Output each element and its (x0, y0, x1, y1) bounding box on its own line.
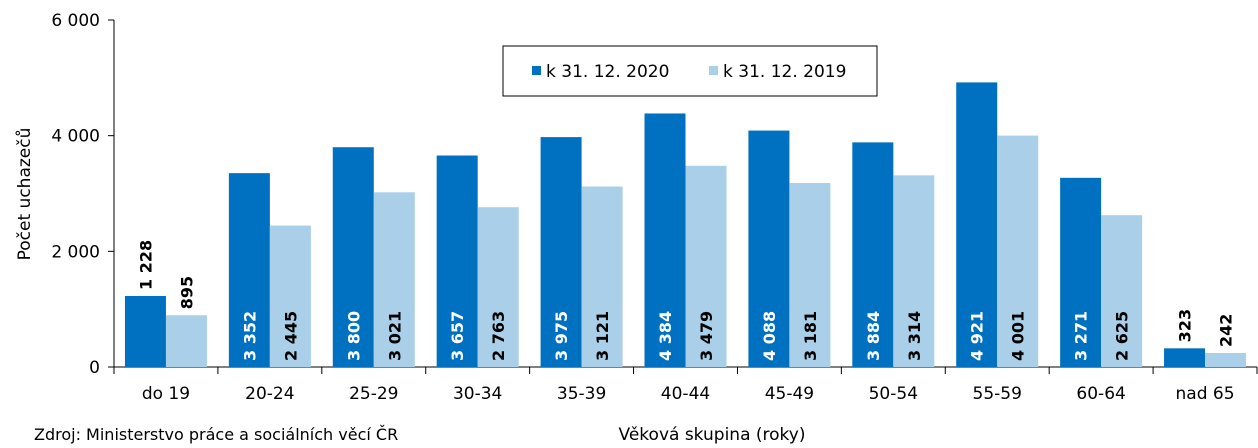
x-axis-title: Věková skupina (roky) (619, 425, 806, 445)
bar-value-label: 895 (177, 276, 196, 309)
x-tick-label: 35-39 (557, 384, 606, 404)
bar-value-label: 3 479 (697, 311, 716, 361)
y-axis-title: Počet uchazečů (15, 128, 35, 261)
y-tick-label: 6 000 (51, 11, 100, 31)
x-tick-label: 30-34 (453, 384, 502, 404)
bar-value-label: 3 021 (385, 311, 404, 361)
x-tick-label: 60-64 (1076, 384, 1125, 404)
bar-value-label: 4 001 (1009, 311, 1028, 361)
bar-2020 (1164, 348, 1206, 367)
bar-labels: 1 228 895 3 352 2 445 3 800 3 021 3 657 2 763 3 … (136, 240, 1235, 361)
bar-value-label: 3 121 (593, 311, 612, 361)
bar-value-label: 3 884 (864, 311, 883, 361)
bar-2020 (644, 113, 686, 367)
bar-2019 (165, 315, 207, 367)
x-axis: do 19 20-24 25-29 30-34 35-39 40-44 45-49 50-54… (113, 366, 1258, 404)
legend-swatch-2019 (709, 66, 718, 75)
bar-value-label: 2 625 (1113, 311, 1132, 361)
bar-2020 (540, 137, 582, 367)
bar-value-label: 3 800 (344, 311, 363, 361)
x-tick-label: 25-29 (349, 384, 398, 404)
y-axis: 0 2 000 4 000 6 000 (51, 11, 115, 378)
legend-box (502, 45, 878, 97)
bar-2020 (1060, 177, 1102, 367)
bar-value-label: 323 (1176, 309, 1195, 342)
bar-value-label: 4 921 (968, 311, 987, 361)
bar-value-label: 3 657 (448, 311, 467, 361)
bar-2020 (852, 142, 894, 367)
bar-2019 (789, 183, 831, 367)
bar-value-label: 3 352 (240, 311, 259, 361)
y-tick-label: 2 000 (51, 242, 100, 262)
bar-2019 (1101, 215, 1143, 367)
x-tick-label: nad 65 (1176, 384, 1235, 404)
bar-2019 (373, 192, 415, 367)
bar-value-label: 2 445 (281, 311, 300, 361)
source-note: Zdroj: Ministerstvo práce a sociálních v… (34, 425, 398, 444)
bar-2019 (581, 186, 623, 367)
bar-2019 (685, 165, 727, 367)
bar-2020 (124, 295, 166, 367)
bar-2020 (332, 147, 374, 367)
legend: k 31. 12. 2020 k 31. 12. 2019 (502, 45, 878, 97)
x-tick-label: 55-59 (973, 384, 1022, 404)
x-tick-label: 40-44 (661, 384, 710, 404)
bar-2020 (228, 173, 270, 367)
bars (124, 82, 1247, 368)
bar-value-label: 4 384 (656, 311, 675, 361)
bar-value-label: 242 (1217, 314, 1236, 347)
bar-value-label: 3 271 (1072, 311, 1091, 361)
bar-value-label: 3 975 (552, 311, 571, 361)
bar-2019 (269, 225, 311, 367)
x-tick-label: 50-54 (869, 384, 918, 404)
x-tick-label: 20-24 (245, 384, 294, 404)
bar-2020 (436, 155, 478, 367)
x-tick-label: 45-49 (765, 384, 814, 404)
bar-2019 (893, 175, 935, 367)
bar-value-label: 1 228 (136, 240, 155, 290)
bar-2019 (477, 207, 519, 367)
bar-2020 (748, 130, 790, 367)
legend-swatch-2020 (532, 66, 541, 75)
bar-2019 (997, 135, 1039, 367)
legend-label-2019: k 31. 12. 2019 (723, 62, 846, 82)
bar-value-label: 3 181 (801, 311, 820, 361)
legend-label-2020: k 31. 12. 2020 (546, 62, 669, 82)
x-tick-label: do 19 (142, 384, 190, 404)
bar-2019 (1205, 353, 1247, 367)
y-tick-label: 4 000 (51, 127, 100, 147)
y-tick-label: 0 (89, 358, 100, 378)
bar-value-label: 2 763 (489, 311, 508, 361)
bar-value-label: 4 088 (760, 311, 779, 361)
bar-2020 (956, 82, 998, 368)
bar-value-label: 3 314 (905, 311, 924, 361)
